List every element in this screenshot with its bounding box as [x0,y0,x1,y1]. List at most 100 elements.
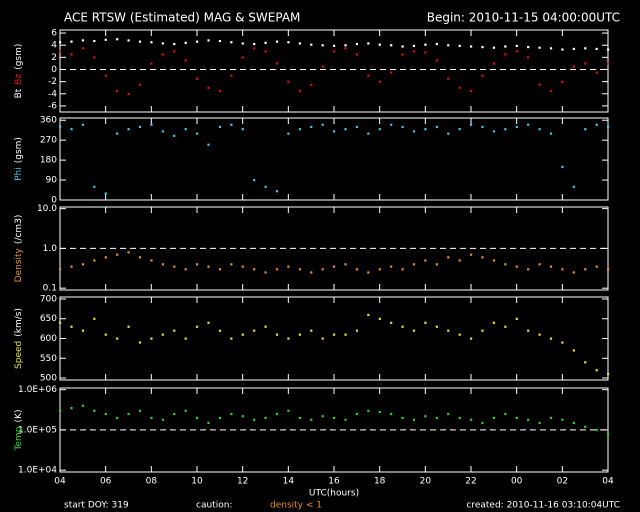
data-point [538,421,541,425]
y-tick-label: 1.0E+04 [18,466,57,476]
data-point [572,47,575,51]
data-point [515,125,518,129]
y-tick-label: 2 [51,53,57,63]
data-point [161,53,164,56]
data-point [344,418,347,421]
data-point [412,130,416,133]
data-point [549,265,553,268]
data-point [390,123,393,126]
y-axis-label: Speed (km/s) [14,308,24,369]
data-point [561,341,564,344]
data-point [549,416,553,419]
data-point [207,265,210,268]
y-axis-label: Phi (gsm) [14,137,24,181]
data-point [93,317,96,320]
data-point [401,45,404,48]
data-point [355,42,359,46]
data-point [184,59,187,62]
data-point [333,130,336,133]
data-point [412,50,416,53]
data-point [138,125,142,129]
data-point [527,123,530,126]
y-tick-label: 1.0E+06 [18,385,57,395]
data-point [481,46,484,49]
data-point [287,265,290,268]
data-point [138,40,142,43]
data-point [196,325,199,328]
data-point [70,53,73,56]
y-tick-label: 6 [51,29,57,39]
data-point [344,47,347,50]
data-point [607,268,610,271]
data-point [81,47,85,50]
data-point [492,259,496,262]
data-point [561,48,564,51]
data-point [481,256,484,259]
y-axis-label-part: (km/s) [14,308,24,337]
y-tick-label: 10.0 [37,204,57,214]
data-point [253,418,256,421]
data-point [275,62,279,65]
y-axis-label-part: (gsm) [14,44,24,70]
data-point [104,74,107,77]
data-point [470,253,473,256]
data-point [59,41,62,44]
data-point [355,125,359,129]
data-point [595,71,598,74]
data-point [310,43,313,46]
data-point [104,412,107,416]
caution: caution: [196,501,232,511]
y-axis-label-part: (K) [14,410,24,423]
data-point [607,48,610,51]
data-point [584,425,587,428]
data-point [275,333,279,336]
y-tick-label: 700 [40,294,57,304]
data-point [218,268,222,271]
data-point [127,128,130,131]
data-point [390,321,393,324]
data-point [59,268,62,271]
data-point [230,337,233,340]
y-tick-label: -2 [48,77,57,87]
data-point [298,416,301,419]
data-point [447,77,450,80]
y-tick-label: 1.0 [43,244,58,254]
data-point [59,50,62,53]
data-point [458,44,461,47]
data-point [435,42,438,46]
data-point [59,321,62,324]
data-point [458,416,461,419]
data-point [196,132,199,135]
data-point [595,428,598,432]
data-point [412,263,416,266]
data-point [390,412,393,416]
data-point [253,179,256,182]
x-tick-label: 20 [420,477,432,487]
data-point [584,268,587,271]
data-point [367,74,370,77]
data-point [572,271,575,274]
data-point [184,337,187,340]
data-point [116,38,119,41]
data-point [321,44,324,47]
data-point [138,83,142,86]
x-tick-label: 18 [374,477,386,487]
data-point [93,409,96,412]
data-point [344,128,347,131]
data-point [572,65,575,68]
data-point [196,40,199,43]
data-point [81,39,85,42]
data-point [378,80,381,83]
data-point [241,333,244,336]
data-point [572,185,575,188]
x-tick-label: 04 [602,477,614,487]
data-point [367,409,370,412]
data-point [367,132,370,135]
data-point [481,74,484,77]
data-point [218,39,222,43]
data-point [492,130,496,133]
data-point [470,123,473,126]
data-point [70,128,73,131]
data-point [173,412,176,416]
